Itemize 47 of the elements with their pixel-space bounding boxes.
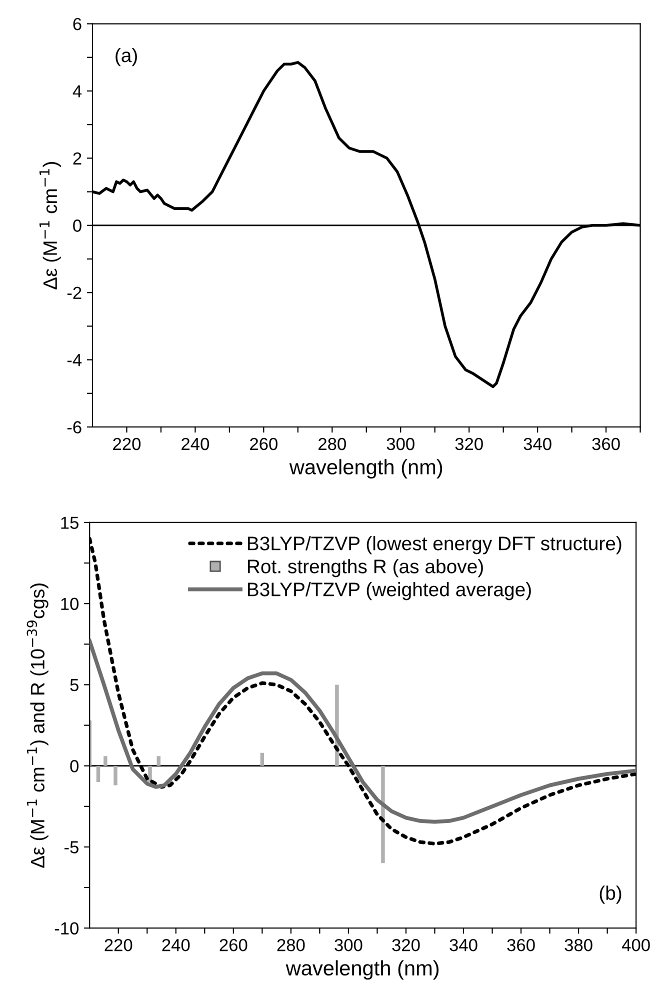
x-tick-label: 280 <box>318 438 346 450</box>
x-axis-title: wavelength (nm) <box>289 459 442 479</box>
x-tick-label: 240 <box>162 938 190 952</box>
bar <box>96 766 100 782</box>
annotation: (a) <box>116 48 137 66</box>
x-tick-label: 380 <box>564 938 592 952</box>
x-tick-label: 340 <box>524 438 552 450</box>
y-tick-label: -10 <box>54 922 79 935</box>
y-tick-label: 15 <box>61 516 78 529</box>
x-tick-label: 400 <box>622 938 650 952</box>
y-tick-label: -2 <box>67 286 82 299</box>
y-tick-label: -6 <box>67 421 82 434</box>
y-tick-label: 0 <box>70 760 79 772</box>
x-tick-label: 320 <box>392 938 420 952</box>
bar <box>381 766 385 864</box>
y-tick-label: 5 <box>70 679 78 692</box>
bar <box>104 756 108 766</box>
x-tick-label: 320 <box>455 438 483 450</box>
annotation: (b) <box>600 886 622 904</box>
x-tick-label: 360 <box>507 938 535 952</box>
y-tick-label: 10 <box>61 598 79 610</box>
bar <box>148 766 152 782</box>
x-axis-title: wavelength (nm) <box>286 960 439 980</box>
legend-label: B3LYP/TZVP (weighted average) <box>248 582 531 600</box>
y-tick-label: -5 <box>64 841 78 854</box>
x-tick-label: 220 <box>104 938 132 952</box>
legend-label: Rot. strengths R (as above) <box>248 559 483 578</box>
x-tick-label: 260 <box>220 938 248 952</box>
y-tick-label: 2 <box>73 152 82 164</box>
x-tick-label: 280 <box>277 938 305 952</box>
bar <box>114 766 118 786</box>
y-tick-label: -4 <box>67 354 82 366</box>
y-tick-label: 6 <box>73 18 82 30</box>
x-tick-label: 220 <box>113 438 141 450</box>
x-tick-label: 300 <box>334 938 362 952</box>
x-tick-label: 300 <box>386 438 414 450</box>
y-axis-title: Δε (M$^{−1}$ cm$^{−1}$) <box>40 162 61 290</box>
x-tick-label: 260 <box>250 438 278 450</box>
bar <box>156 756 161 766</box>
y-tick-label: 4 <box>72 85 82 98</box>
x-tick-label: 340 <box>450 938 478 952</box>
x-tick-label: 360 <box>592 438 620 450</box>
legend-label: B3LYP/TZVP (lowest energy DFT structure) <box>248 536 622 554</box>
y-tick-label: 0 <box>73 220 82 232</box>
x-tick-label: 240 <box>182 438 210 450</box>
bar <box>260 752 264 766</box>
y-axis-title: Δε (M$^{−1}$ cm$^{−1}$) and R (10$^{−39}$cgs) <box>26 584 48 868</box>
